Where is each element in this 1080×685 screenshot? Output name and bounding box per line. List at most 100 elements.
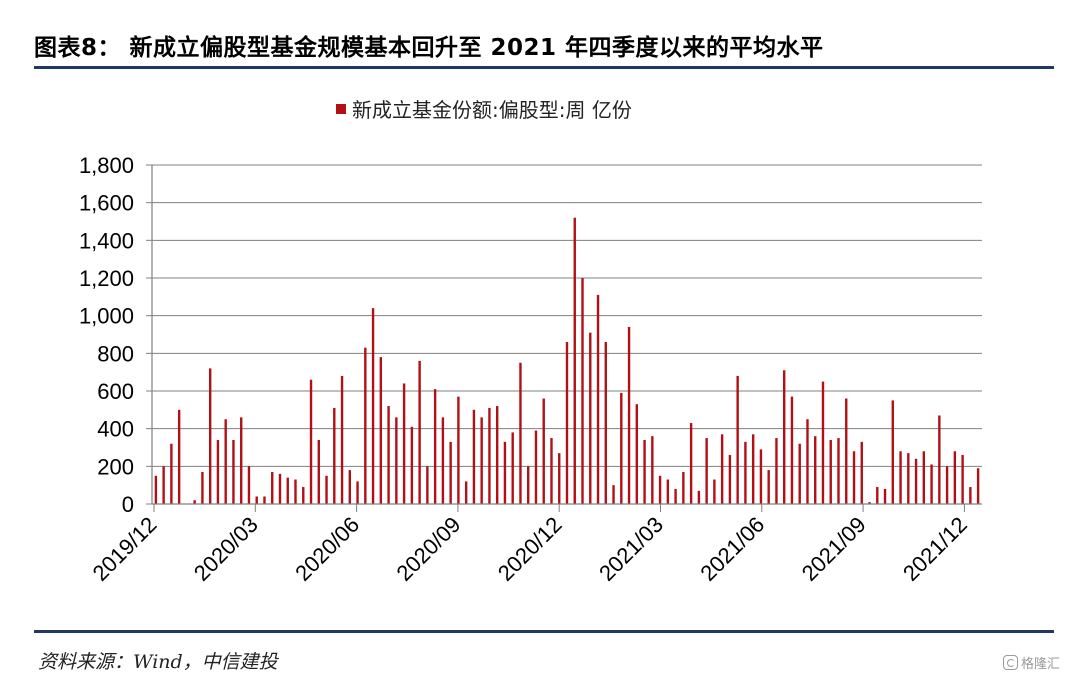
bar xyxy=(348,470,351,504)
bar xyxy=(581,278,584,504)
x-tick-label: 2020/09 xyxy=(392,512,466,586)
bar xyxy=(783,370,786,504)
bar xyxy=(759,449,763,504)
bar xyxy=(814,436,817,504)
bar xyxy=(488,407,491,504)
y-tick-label: 1,000 xyxy=(79,304,134,329)
x-tick-label: 2020/12 xyxy=(493,512,567,586)
bar xyxy=(309,379,313,504)
bar xyxy=(635,404,639,504)
bar xyxy=(876,487,879,504)
bar xyxy=(821,381,825,504)
bar xyxy=(550,438,553,504)
bar xyxy=(767,470,770,504)
bar xyxy=(294,479,297,504)
bar xyxy=(216,439,220,504)
bar xyxy=(806,419,809,504)
bar xyxy=(162,466,165,504)
bar xyxy=(953,451,957,504)
bar xyxy=(682,471,685,504)
bar xyxy=(651,436,654,504)
bar xyxy=(457,396,460,504)
bar-chart: 新成立基金份额:偏股型:周 亿份 0 200 400 600 800 1,000 1,200… xyxy=(79,98,982,586)
bar xyxy=(565,342,569,504)
bar xyxy=(589,332,592,504)
bar xyxy=(495,406,499,504)
bar xyxy=(620,392,623,504)
bar xyxy=(271,471,274,504)
bar xyxy=(573,217,576,505)
bar xyxy=(170,443,173,504)
bar xyxy=(356,481,359,504)
x-tick-label: 2019/12 xyxy=(88,512,162,586)
bar xyxy=(410,426,414,504)
bar xyxy=(868,502,871,504)
bar xyxy=(232,439,235,504)
bar xyxy=(402,383,406,504)
bar xyxy=(643,439,646,504)
bar xyxy=(798,443,801,504)
y-tick-label: 1,200 xyxy=(79,266,134,291)
y-tick-label: 600 xyxy=(97,379,134,404)
bar xyxy=(371,308,375,504)
watermark: 格隆汇 xyxy=(1003,653,1060,672)
x-tick-label: 2021/09 xyxy=(797,512,871,586)
bar xyxy=(441,417,445,504)
chart-legend: 新成立基金份额:偏股型:周 亿份 xyxy=(336,98,632,122)
bar xyxy=(790,396,794,504)
bar xyxy=(542,398,545,504)
bar xyxy=(480,417,483,504)
bar xyxy=(302,487,305,504)
bar xyxy=(472,409,476,504)
bar xyxy=(154,475,158,504)
y-tick-label: 1,400 xyxy=(79,228,134,253)
y-tick-label: 1,600 xyxy=(79,191,134,216)
x-tick-label: 2020/06 xyxy=(290,512,364,586)
bar xyxy=(845,398,848,504)
bar xyxy=(697,490,701,504)
bar xyxy=(395,417,398,504)
bar xyxy=(317,439,320,504)
bar xyxy=(938,415,941,504)
chart-title: 图表8： 新成立偏股型基金规模基本回升至 2021 年四季度以来的平均水平 xyxy=(34,35,824,61)
bar xyxy=(449,441,452,504)
bar xyxy=(899,451,902,504)
bar xyxy=(744,441,747,504)
bar xyxy=(596,294,600,504)
bar xyxy=(426,466,429,504)
bar xyxy=(340,375,344,504)
bar xyxy=(519,362,522,504)
bar xyxy=(751,434,755,504)
bar xyxy=(674,488,677,504)
top-rule xyxy=(34,66,1054,69)
bar xyxy=(527,466,530,504)
watermark-text: 格隆汇 xyxy=(1021,657,1061,672)
bar xyxy=(829,439,832,504)
bar xyxy=(247,466,251,504)
bar xyxy=(534,430,538,504)
bar xyxy=(612,485,615,504)
bar xyxy=(286,477,289,504)
bar xyxy=(945,466,949,504)
bar xyxy=(558,453,561,504)
bar xyxy=(511,432,514,504)
bar xyxy=(705,438,708,504)
bar xyxy=(255,496,258,504)
bar xyxy=(728,455,732,504)
bar xyxy=(325,475,328,504)
bar xyxy=(418,360,421,504)
legend-swatch xyxy=(336,104,346,114)
bar xyxy=(658,475,662,504)
bottom-rule xyxy=(34,630,1054,633)
y-tick-label: 800 xyxy=(97,341,134,366)
bar xyxy=(208,368,212,504)
bar xyxy=(627,326,631,504)
x-tick-label: 2021/12 xyxy=(898,512,972,586)
y-tick-label: 1,800 xyxy=(79,153,134,178)
y-tick-label: 0 xyxy=(122,492,134,517)
bar xyxy=(263,496,266,504)
bar xyxy=(883,488,887,504)
bar xyxy=(914,458,918,504)
bar xyxy=(201,471,204,504)
bar xyxy=(969,487,972,504)
